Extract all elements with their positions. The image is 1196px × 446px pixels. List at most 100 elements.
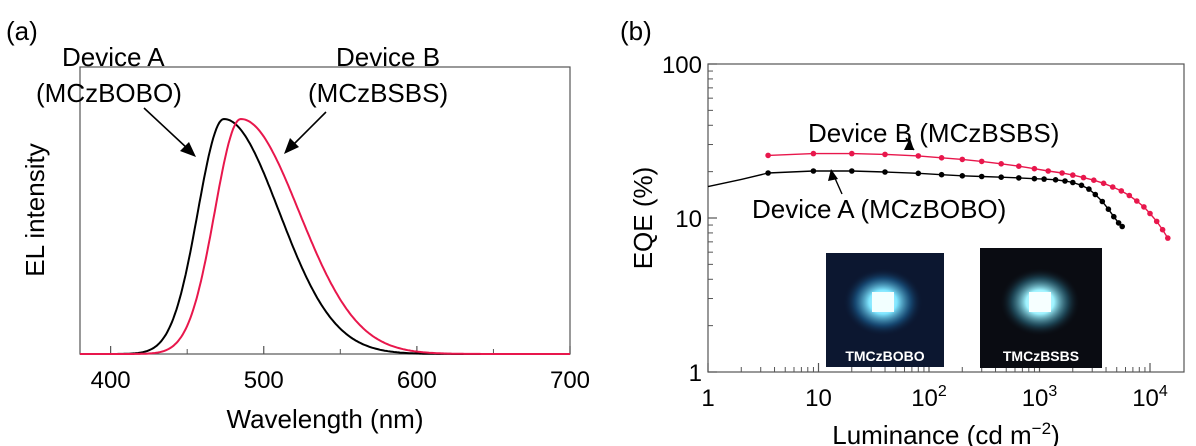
panel-b-data-point (978, 173, 985, 180)
panel-b-y-tick-label: 10 (675, 206, 702, 233)
panel-b-device-a-material: (MCzBOBO) (853, 194, 1006, 224)
panel-b-x-tick-exp: 2 (938, 383, 947, 400)
panel-b-x-tick-base: 10 (1022, 385, 1049, 412)
panel-a-arrow-a-head (180, 142, 196, 157)
panel-b-data-point (1086, 186, 1092, 192)
panel-a-x-axis-title: Wavelength (nm) (227, 404, 424, 434)
panel-b-data-point (882, 151, 888, 158)
panel-b-x-tick-label: 10 (805, 385, 832, 412)
panel-b-data-point (1016, 163, 1022, 169)
panel-b-data-point (1147, 210, 1153, 217)
panel-b-x-tick-label: 102 (911, 383, 947, 412)
panel-a-device-b-letter: B (423, 42, 440, 72)
panel-a-curves (80, 117, 570, 355)
panel-a-label: (a) (6, 16, 38, 46)
panel-b-data-point (1091, 177, 1097, 183)
panel-b-data-point (849, 168, 855, 174)
panel-b-low-luminance-line (707, 172, 769, 188)
panel-a-device-b-material: (MCzBSBS) (308, 78, 448, 108)
panel-a-device-a-word: Device (62, 42, 147, 72)
panel-b-x-tick-label: 1 (701, 385, 714, 412)
panel-b-data-point (1080, 174, 1087, 181)
panel-b-x-tick-label: 103 (1022, 383, 1058, 412)
panel-b-data-point (1105, 206, 1112, 212)
panel-a: (a) 400 500 600 700 Wavelength (nm) EL inte… (6, 16, 590, 434)
panel-b-device-a-word: Device (752, 194, 837, 224)
panel-b-x-tick-base: 10 (1132, 385, 1159, 412)
panel-b-device-b-material: (MCzBSBS) (912, 118, 1059, 148)
panel-b-data-point (849, 150, 855, 157)
panel-b-x-tick-label: 104 (1132, 383, 1168, 412)
inset-photo-2: TMCzBSBS (980, 248, 1102, 368)
inset-photo-1: TMCzBOBO (826, 253, 944, 367)
panel-b-label: (b) (620, 16, 652, 46)
panel-b-device-b-word: Device (808, 118, 895, 148)
panel-b-y-tick-label: 100 (662, 52, 702, 79)
panel-a-curve (80, 117, 570, 355)
panel-b-data-point (765, 170, 771, 176)
panel-b-data-point (1041, 176, 1047, 182)
panel-b-data-point (959, 173, 966, 179)
panel-b-data-point (1115, 220, 1122, 226)
panel-b-arrow-a-head (828, 169, 838, 181)
panel-b-data-point (938, 155, 945, 161)
panel-b-data-point (1062, 178, 1068, 184)
panel-a-x-tick-label: 600 (397, 367, 437, 394)
panel-b-device-b-label: Device B (MCzBSBS) (808, 118, 1059, 148)
panel-b-device-a-label: Device A (MCzBOBO) (752, 194, 1006, 224)
panel-b-x-tick-base: 10 (911, 385, 938, 412)
panel-a-arrow-b-head (284, 138, 299, 154)
panel-b-data-point (915, 170, 922, 177)
panel-b-data-point (1141, 204, 1147, 210)
inset-photo-2-pixel (1029, 292, 1051, 312)
panel-b-data-point (765, 152, 771, 159)
panel-b-x-axis-title-sup: −2 (1032, 419, 1051, 438)
panel-b-data-point (1159, 226, 1166, 233)
panel-a-device-a-letter: A (147, 42, 165, 72)
panel-b-y-axis-ticks: 1 10 100 (662, 52, 717, 387)
panel-b-x-axis-ticks: 1 10 102 103 104 (701, 363, 1168, 412)
panel-b-data-point (1111, 213, 1117, 220)
panel-b-data-point (882, 169, 888, 175)
panel-b-x-tick-exp: 3 (1048, 383, 1057, 400)
panel-b-x-tick-base: 1 (701, 385, 714, 412)
panel-b-data-point (1016, 175, 1022, 181)
panel-b-data-point (1092, 191, 1099, 198)
panel-a-x-tick-label: 700 (550, 367, 590, 394)
panel-b-y-tick-label: 1 (689, 360, 702, 387)
panel-b-data-point (1118, 188, 1125, 194)
panel-b-data-point (1078, 182, 1085, 189)
panel-b-arrow-b-head (904, 138, 914, 150)
panel-b-data-point (1045, 168, 1051, 174)
panel-a-plot-frame (79, 66, 571, 355)
panel-b-data-point (1134, 198, 1140, 204)
panel-b-data-point (1165, 235, 1171, 241)
panel-b-data-point (1100, 180, 1107, 187)
panel-b-data-point (915, 153, 922, 159)
panel-b-data-point (938, 171, 945, 178)
panel-a-curve (80, 117, 570, 355)
panel-a-device-b-word: Device (336, 42, 423, 72)
panel-a-device-a-label: Device A (62, 42, 165, 72)
inset-photo-1-caption: TMCzBOBO (845, 348, 924, 364)
panel-b-data-point (1059, 170, 1065, 176)
panel-b-data-point (1052, 177, 1059, 183)
panel-a-device-b-label: Device B (336, 42, 440, 72)
panel-b-data-point (959, 156, 966, 163)
panel-a-arrow-b (291, 111, 327, 147)
panel-b-x-axis-title-end: ) (1051, 420, 1060, 446)
panel-b-x-tick-base: 10 (805, 385, 832, 412)
panel-a-x-axis-ticks: 400 500 600 700 (91, 346, 590, 394)
panel-b-data-point (1099, 198, 1106, 205)
panel-a-device-a-material: (MCzBOBO) (36, 78, 182, 108)
panel-b-data-point (810, 168, 817, 174)
panel-b-data-point (1070, 179, 1076, 186)
panel-b-data-point (978, 158, 985, 165)
panel-a-x-tick-label: 500 (244, 367, 284, 394)
panel-b-x-tick-exp: 4 (1159, 383, 1168, 400)
panel-b-data-point (1153, 218, 1160, 225)
inset-photo-1-pixel (872, 292, 894, 312)
panel-b-data-point (998, 161, 1004, 167)
inset-photo-2-caption: TMCzBSBS (1003, 348, 1079, 364)
panel-a-arrow-a (143, 107, 189, 150)
